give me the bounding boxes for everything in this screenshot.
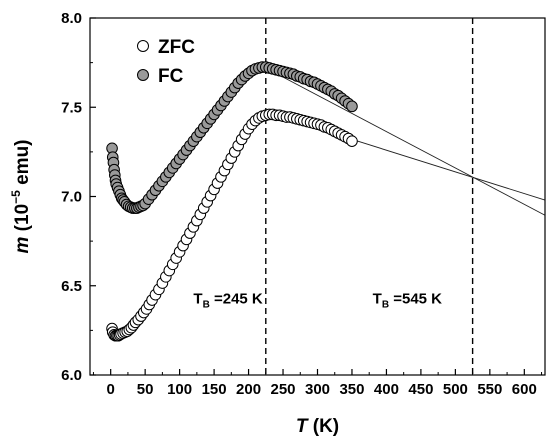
x-tick-label: 450 — [408, 381, 433, 398]
x-axis-unit: (K) — [307, 416, 339, 437]
x-tick-label: 100 — [167, 381, 192, 398]
legend-marker-zfc — [137, 40, 149, 52]
series-fc — [106, 61, 358, 214]
x-tick-label: 350 — [339, 381, 364, 398]
y-axis-unit-prefix: (10 — [12, 204, 33, 237]
y-axis-symbol: m — [12, 237, 33, 254]
y-tick-label: 7.0 — [61, 189, 82, 206]
x-axis-symbol: T — [296, 416, 309, 437]
y-axis-unit-exponent: −5 — [9, 190, 23, 204]
data-point — [346, 135, 358, 147]
x-axis-title: T (K) — [296, 416, 339, 437]
y-axis-unit-suffix: emu) — [12, 139, 33, 190]
y-tick-label: 7.5 — [61, 99, 82, 116]
fit-lines — [265, 67, 546, 216]
legend-marker-fc — [137, 69, 149, 81]
series-zfc — [106, 108, 358, 342]
data-point — [346, 100, 358, 113]
x-tick-label: 500 — [443, 381, 468, 398]
x-tick-label: 300 — [305, 381, 330, 398]
x-tick-label: 200 — [236, 381, 261, 398]
y-tick-label: 6.5 — [61, 278, 82, 295]
legend-label-zfc: ZFC — [158, 37, 195, 58]
blocking-temperature-label: TB =245 K — [193, 291, 263, 311]
y-tick-label: 6.0 — [61, 367, 82, 384]
legend: ZFC FC — [137, 37, 195, 87]
blocking-temperature-label: TB =545 K — [373, 291, 443, 311]
y-axis-title: m (10−5 emu) — [9, 139, 33, 253]
x-tick-label: 600 — [512, 381, 537, 398]
data-points — [106, 61, 358, 342]
x-tick-label: 150 — [202, 381, 227, 398]
annotations: TB =245 K TB =545 K — [193, 291, 442, 311]
x-tick-label: 50 — [137, 381, 154, 398]
legend-label-fc: FC — [158, 66, 184, 87]
axis-ticks: 0 50 100 150 200 250 300 350 400 450 500 550 600 6.0 6… — [61, 10, 543, 398]
x-tick-label: 250 — [271, 381, 296, 398]
x-tick-label: 400 — [374, 381, 399, 398]
x-tick-label: 550 — [477, 381, 502, 398]
y-tick-label: 8.0 — [61, 10, 82, 27]
fit-line — [265, 67, 546, 216]
x-tick-label: 0 — [107, 381, 115, 398]
